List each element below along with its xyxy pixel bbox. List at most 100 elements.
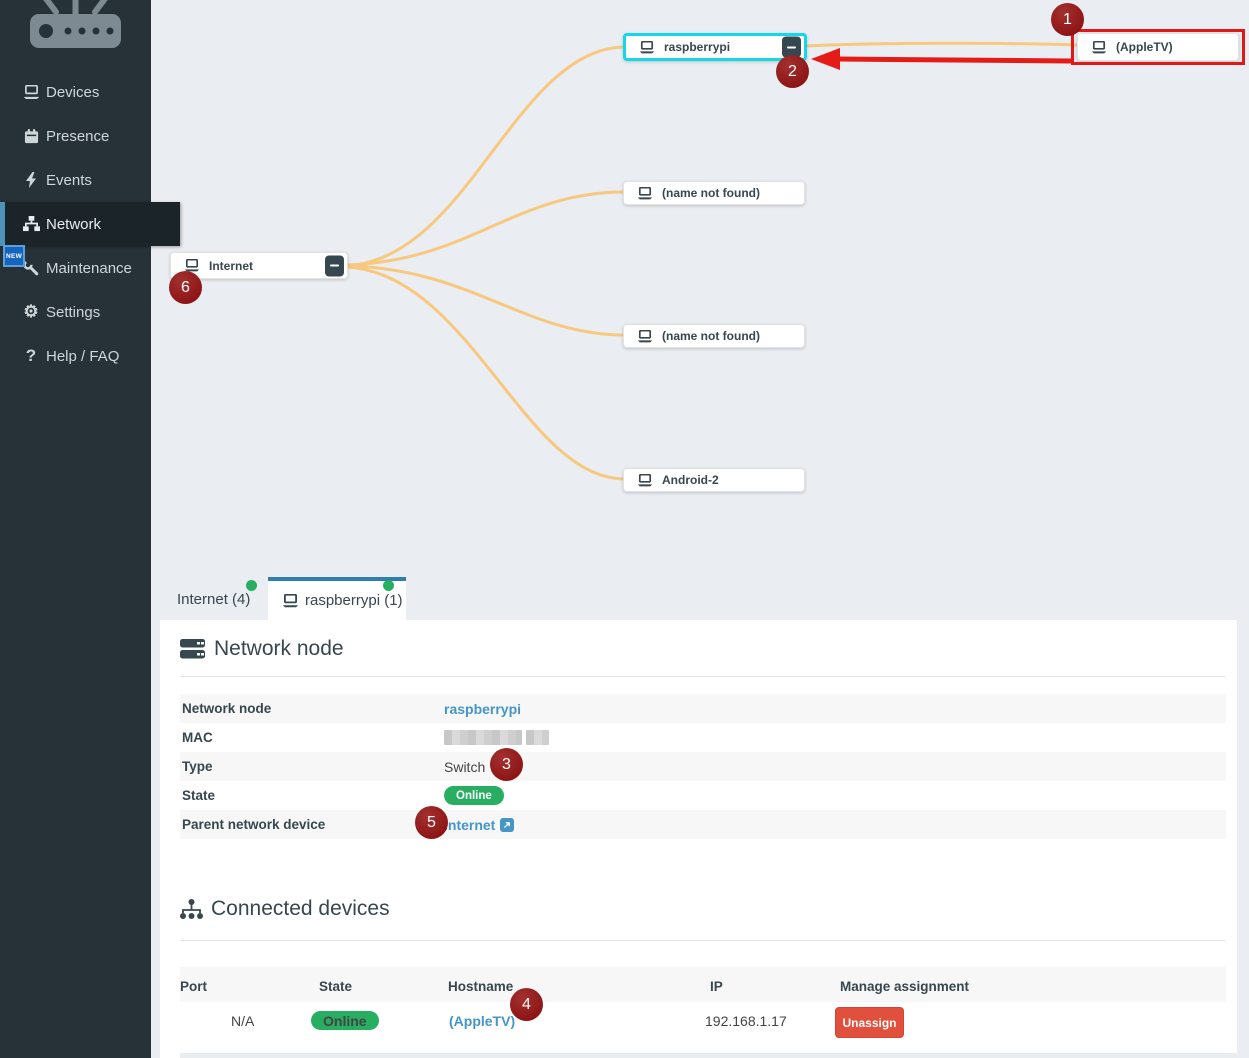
topology-node-raspberrypi[interactable]: raspberrypi — [623, 33, 807, 61]
annotation-circle-4: 4 — [510, 988, 543, 1021]
parent-device-link[interactable]: Internet — [444, 816, 496, 833]
external-link-icon[interactable] — [500, 817, 515, 832]
sidebar-item-label: Network — [46, 215, 102, 233]
tab-raspberrypi[interactable]: raspberrypi (1) — [268, 577, 406, 620]
node-detail-panel: Network node Network node raspberrypi MA… — [160, 620, 1237, 1058]
node-label: (name not found) — [662, 329, 760, 343]
network-node-section-title: Network node — [180, 637, 344, 661]
sidebar-item-network[interactable]: Network — [0, 202, 180, 246]
detail-label: Parent network device — [182, 817, 326, 832]
detail-label: State — [182, 788, 216, 803]
laptop-icon — [639, 40, 655, 54]
minus-icon — [330, 264, 339, 267]
annotation-circle-1: 1 — [1051, 3, 1084, 36]
detail-label: Type — [182, 759, 213, 774]
node-label: Internet — [209, 258, 254, 273]
detail-row-state: State Online — [180, 781, 1226, 810]
section-title-text: Network node — [214, 637, 344, 660]
sidebar-item-help[interactable]: ? Help / FAQ — [0, 334, 151, 378]
ip-value: 192.168.1.17 — [705, 1013, 787, 1029]
annotation-highlight-rect — [1071, 29, 1245, 65]
annotation-circle-5: 5 — [415, 806, 448, 839]
server-icon — [180, 639, 205, 659]
detail-label: Network node — [182, 701, 272, 716]
router-logo — [30, 0, 121, 48]
topology-node-unnamed-2[interactable]: (name not found) — [623, 324, 805, 348]
annotation-circle-3: 3 — [490, 748, 523, 781]
collapse-node-button[interactable] — [782, 36, 801, 58]
laptop-icon — [637, 329, 653, 343]
connected-device-row: N/A Online (AppleTV) 192.168.1.17 Unassi… — [180, 1002, 1226, 1043]
laptop-icon — [1091, 40, 1107, 54]
new-feature-badge: NEW — [3, 245, 25, 267]
tab-label: raspberrypi (1) — [305, 592, 403, 609]
calendar-icon — [20, 128, 42, 144]
sidebar-item-label: Settings — [46, 303, 101, 321]
collapse-node-button[interactable] — [325, 255, 344, 276]
tab-label: Internet (4) — [177, 591, 251, 608]
hostname-link[interactable]: (AppleTV) — [449, 1013, 516, 1029]
divider — [180, 940, 1226, 941]
sidebar-item-label: Events — [46, 171, 92, 189]
sidebar-nav: Devices Presence Events Network — [0, 70, 180, 378]
redacted-mac-value — [444, 730, 549, 745]
laptop-icon — [637, 186, 653, 200]
online-status-badge: Online — [311, 1011, 379, 1030]
node-label: raspberrypi — [664, 40, 731, 54]
sidebar-item-maintenance[interactable]: Maintenance — [0, 246, 151, 290]
detail-label: MAC — [182, 730, 213, 745]
column-header-port: Port — [180, 979, 207, 994]
sidebar-item-label: Devices — [46, 83, 100, 101]
bolt-icon — [20, 172, 42, 188]
sidebar-item-devices[interactable]: Devices — [0, 70, 151, 114]
unassign-button[interactable]: Unassign — [835, 1007, 904, 1038]
sidebar-item-label: Maintenance — [46, 259, 132, 277]
node-label: Android-2 — [662, 473, 719, 487]
detail-row-network-node: Network node raspberrypi — [180, 694, 1226, 723]
laptop-icon — [20, 85, 42, 99]
sidebar-item-label: Help / FAQ — [46, 347, 120, 365]
question-icon: ? — [25, 346, 37, 365]
sidebar-item-events[interactable]: Events — [0, 158, 151, 202]
connected-devices-section-title: Connected devices — [180, 897, 390, 921]
gear-icon: ⚙ — [23, 302, 39, 321]
column-header-hostname: Hostname — [448, 979, 514, 994]
sitemap-icon — [180, 898, 203, 919]
node-label: (AppleTV) — [1116, 40, 1173, 54]
topology-node-android2[interactable]: Android-2 — [623, 468, 805, 492]
node-name-link[interactable]: raspberrypi — [444, 700, 522, 717]
topology-node-unnamed-1[interactable]: (name not found) — [623, 181, 805, 205]
node-label: (name not found) — [662, 186, 760, 200]
laptop-icon — [282, 593, 299, 608]
column-header-ip: IP — [710, 979, 723, 994]
detail-row-type: Type Switch — [180, 752, 1226, 781]
annotation-circle-2: 2 — [776, 55, 809, 88]
topology-links — [345, 41, 1080, 481]
laptop-icon — [184, 259, 200, 272]
sidebar: Devices Presence Events Network — [0, 0, 180, 1058]
section-title-text: Connected devices — [211, 897, 390, 920]
sidebar-item-settings[interactable]: ⚙ Settings — [0, 290, 151, 334]
laptop-icon — [637, 473, 653, 487]
divider — [180, 676, 1226, 677]
annotation-circle-6: 6 — [169, 271, 202, 304]
detail-row-mac: MAC — [180, 723, 1226, 752]
sidebar-item-presence[interactable]: Presence — [0, 114, 151, 158]
column-header-state: State — [319, 979, 353, 994]
online-status-badge: Online — [444, 786, 504, 805]
sidebar-item-label: Presence — [46, 127, 110, 145]
detail-row-parent: Parent network device Internet — [180, 810, 1226, 839]
column-header-manage: Manage assignment — [840, 979, 970, 994]
minus-icon — [787, 46, 796, 48]
network-icon — [20, 216, 42, 232]
topology-node-appletv[interactable]: (AppleTV) — [1077, 33, 1239, 61]
tab-internet[interactable]: Internet (4) — [160, 583, 260, 617]
online-dot — [246, 580, 257, 591]
topology-node-internet[interactable]: Internet — [170, 252, 348, 279]
connected-devices-header-row: Port State Hostname IP Manage assignment — [180, 967, 1226, 1002]
type-value: Switch — [444, 758, 486, 775]
panel-bottom-strip — [180, 1053, 1237, 1058]
port-value: N/A — [231, 1013, 255, 1029]
online-dot — [383, 580, 394, 591]
